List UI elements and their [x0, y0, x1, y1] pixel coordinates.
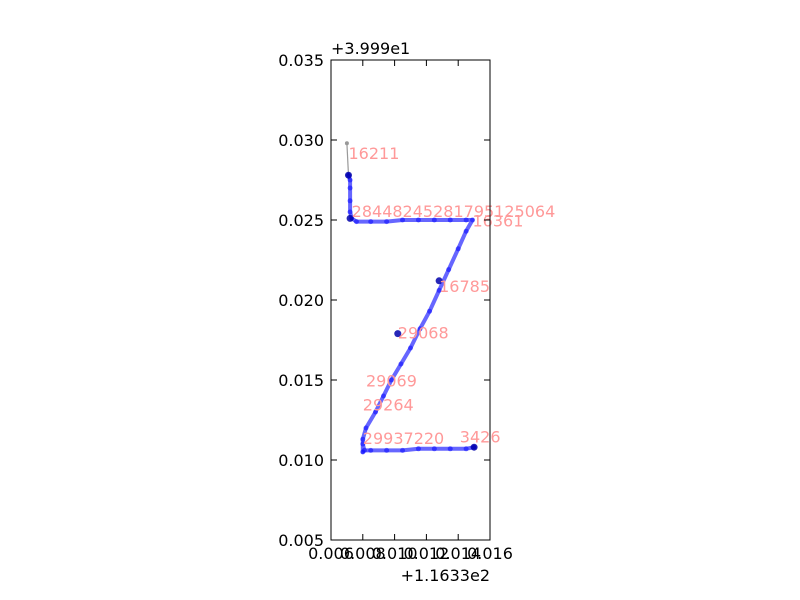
- x-tick-label: 0.012: [403, 544, 449, 563]
- dense-point: [344, 171, 352, 179]
- track-point: [368, 447, 374, 453]
- track-point: [380, 393, 386, 399]
- dense-point: [470, 443, 478, 451]
- point-label: 29069: [366, 371, 417, 390]
- track-point: [360, 441, 366, 447]
- ticks: 0.005 0.010 0.015 0.020 0.025 0.030 0.035 0.006…: [278, 51, 513, 563]
- track-point: [447, 446, 453, 452]
- point-label: 29937220: [363, 429, 444, 448]
- track-point: [463, 228, 469, 234]
- track-point: [347, 177, 353, 183]
- point-label: 16211: [348, 144, 399, 163]
- track-point: [400, 217, 406, 223]
- y-tick-label: 0.035: [278, 51, 324, 70]
- track-point: [361, 447, 367, 453]
- track-point: [417, 326, 423, 332]
- track-point: [388, 377, 394, 383]
- track-point: [463, 446, 469, 452]
- track-point: [347, 185, 353, 191]
- track-point: [373, 409, 379, 415]
- y-offset-label: +3.999e1: [331, 39, 410, 58]
- dense-point: [435, 277, 443, 285]
- track-point: [347, 209, 353, 215]
- point-label: 16361: [473, 211, 524, 230]
- track-point: [368, 219, 374, 225]
- point-label: 29068: [398, 323, 449, 342]
- x-offset-label: +1.1633e2: [401, 566, 490, 585]
- track-point: [415, 217, 421, 223]
- y-tick-label: 0.025: [278, 211, 324, 230]
- point-label: 28448245281795125064: [352, 202, 556, 221]
- x-tick-label: 0.010: [372, 544, 418, 563]
- point-label: 29264: [363, 395, 414, 414]
- track-point: [447, 217, 453, 223]
- track-point: [347, 198, 353, 204]
- y-tick-label: 0.020: [278, 291, 324, 310]
- track-point: [398, 361, 404, 367]
- track-point: [360, 436, 366, 442]
- start-segment: [346, 143, 350, 176]
- track-point: [408, 345, 413, 351]
- y-tick-label: 0.030: [278, 131, 324, 150]
- track-point: [470, 217, 476, 223]
- track-point: [427, 308, 433, 314]
- track-point: [431, 446, 437, 452]
- track-point: [384, 219, 390, 225]
- track-point: [353, 219, 359, 225]
- y-tick-label: 0.015: [278, 371, 324, 390]
- x-tick-label: 0.006: [308, 544, 354, 563]
- x-tick-label: 0.016: [467, 544, 513, 563]
- track-point: [415, 446, 421, 452]
- track-point: [455, 246, 461, 252]
- track-point: [431, 217, 437, 223]
- track-point: [400, 447, 406, 453]
- x-tick-label: 0.008: [340, 544, 386, 563]
- point-label: 3426: [460, 427, 501, 446]
- track-point: [463, 217, 469, 223]
- track-point: [446, 267, 452, 273]
- point-label: 16785: [439, 277, 490, 296]
- track-point: [436, 287, 442, 293]
- y-tick-label: 0.010: [278, 451, 324, 470]
- start-point: [344, 141, 349, 146]
- dense-point: [394, 330, 402, 338]
- axes-frame: [330, 59, 491, 541]
- x-tick-label: 0.014: [435, 544, 481, 563]
- dense-point: [346, 214, 354, 222]
- y-tick-label: 0.005: [278, 531, 324, 550]
- track-point: [363, 425, 369, 431]
- track-point: [384, 447, 390, 453]
